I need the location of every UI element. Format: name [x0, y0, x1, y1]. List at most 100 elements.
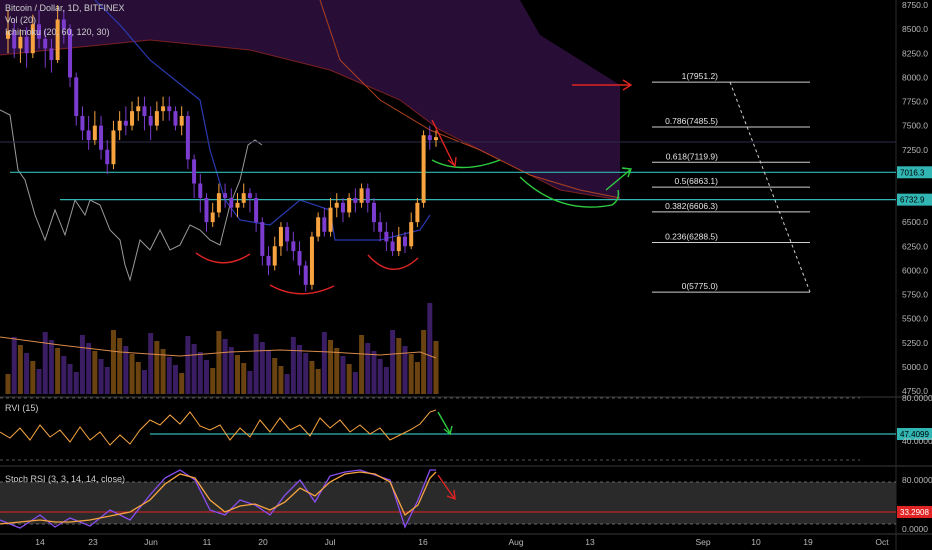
candle-body — [272, 246, 277, 266]
candle-body — [6, 31, 10, 39]
candle-body — [353, 198, 358, 203]
volume-bar — [371, 351, 377, 394]
candle-body — [136, 106, 141, 112]
price-tag — [897, 506, 932, 518]
candle-body — [74, 77, 79, 116]
volume-bar — [55, 348, 61, 394]
candle-body — [18, 36, 23, 49]
rvi-arrow — [437, 411, 451, 434]
price-tick-label: 7500.0 — [902, 121, 928, 131]
volume-bar — [17, 345, 23, 394]
target-arrow-head — [622, 79, 633, 91]
candle-body — [161, 106, 166, 112]
price-tick-label: 6250.0 — [902, 241, 928, 251]
rvi-line — [0, 409, 437, 446]
candle-body — [43, 38, 48, 49]
candle-body — [278, 226, 283, 247]
volume-bar — [433, 341, 439, 394]
volume-bar — [166, 357, 172, 394]
volume-bar — [123, 346, 129, 394]
volume-bar — [110, 330, 116, 394]
volume-bar — [402, 346, 408, 394]
volume-bar — [185, 336, 191, 394]
volume-bar — [216, 331, 222, 394]
rvi-arrow-head — [443, 425, 453, 436]
candle-body — [303, 265, 308, 285]
x-tick-label: Jun — [144, 537, 158, 547]
candle-body — [210, 212, 215, 223]
stoch-legend: Stoch RSI (3, 3, 14, 14, close) — [5, 474, 126, 484]
candle-body — [185, 115, 190, 160]
volume-bar — [396, 338, 402, 394]
candle-body — [334, 202, 339, 208]
volume-bar — [148, 333, 154, 394]
candle-body — [92, 125, 97, 141]
volume-bar — [141, 370, 147, 394]
candle-body — [49, 48, 54, 61]
volume-bar — [247, 371, 253, 394]
volume-bar — [315, 369, 321, 394]
x-tick-label: Sep — [695, 537, 710, 547]
volume-bar — [365, 343, 371, 394]
volume-bar — [235, 355, 241, 394]
volume-bar — [321, 332, 327, 394]
x-tick-label: Jul — [325, 537, 336, 547]
candle-body — [173, 111, 178, 126]
fib-level-label: 0.5(6863.1) — [675, 176, 719, 186]
x-tick-label: 13 — [585, 537, 595, 547]
candle-body — [142, 106, 147, 116]
volume-bar — [228, 347, 234, 394]
price-tick-label: 8500.0 — [902, 24, 928, 34]
volume-bar — [11, 337, 17, 394]
candle-body — [247, 193, 252, 198]
candle-body — [111, 130, 116, 165]
fib-level-label: 0.382(6606.3) — [665, 201, 718, 211]
volume-bar — [222, 339, 228, 394]
projection-arc — [431, 159, 501, 169]
price-tick-label: 6000.0 — [902, 265, 928, 275]
chart-title: Bitcoin / Dollar, 1D, BITFINEX — [5, 3, 125, 13]
price-tick-label: 5500.0 — [902, 314, 928, 324]
price-tag-value: 6732.9 — [900, 196, 925, 205]
volume-bar — [42, 332, 48, 394]
x-tick-label: 19 — [803, 537, 813, 547]
ichimoku-span-a — [0, 39, 621, 201]
volume-bar — [61, 356, 67, 394]
up-arrow-head — [621, 167, 632, 178]
candle-body — [285, 226, 290, 242]
price-tick-label: 7250.0 — [902, 145, 928, 155]
volume-bar — [359, 335, 365, 394]
candle-body — [12, 31, 17, 49]
volume-bar — [79, 335, 85, 394]
volume-bar — [414, 362, 420, 394]
x-tick-label: Aug — [508, 537, 523, 547]
volume-ma — [0, 336, 437, 359]
x-tick-label: Oct — [875, 537, 889, 547]
volume-bar — [36, 369, 42, 394]
candle-body — [365, 188, 370, 203]
candle-body — [61, 19, 66, 30]
candle-body — [68, 29, 73, 78]
volume-bar — [197, 352, 203, 394]
x-tick-label: 16 — [418, 537, 428, 547]
candle-body — [322, 217, 327, 232]
fib-level-label: 1(7951.2) — [682, 71, 719, 81]
candle-body — [198, 183, 203, 198]
candle-body — [316, 217, 321, 237]
candle-body — [402, 236, 407, 247]
volume-bar — [129, 354, 135, 394]
candle-body — [55, 19, 60, 61]
candle-body — [204, 198, 209, 223]
left-shoulder-arc — [195, 252, 251, 264]
candle-body — [167, 106, 172, 112]
candle-body — [123, 120, 128, 126]
x-tick-label: 14 — [35, 537, 45, 547]
fib-trend-line — [729, 81, 811, 293]
up-arrow — [605, 169, 631, 191]
candle-body — [434, 137, 438, 141]
volume-bar — [210, 368, 216, 394]
volume-bar — [346, 364, 352, 394]
volume-bar — [191, 344, 197, 394]
rvi-tick-label: 80.0000 — [902, 393, 932, 403]
